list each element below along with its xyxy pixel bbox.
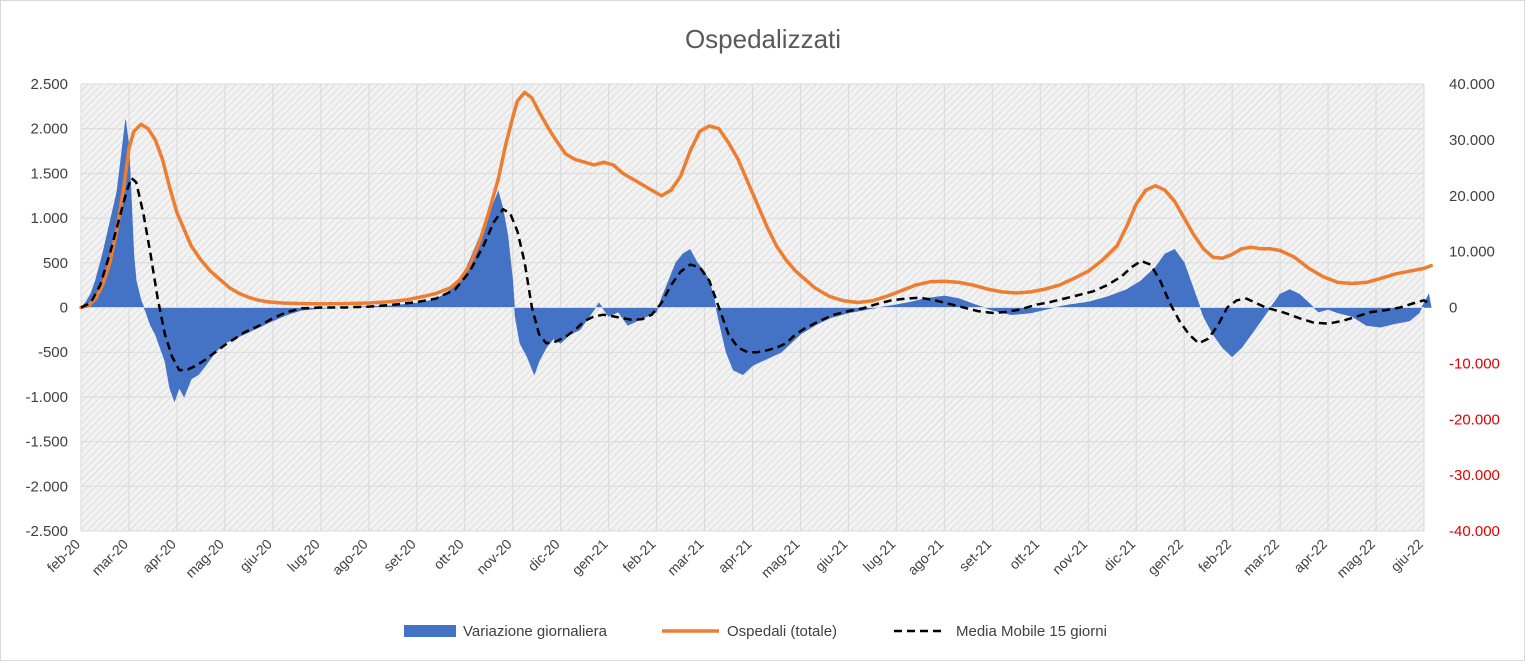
- x-axis-tick-label: feb-21: [619, 536, 659, 576]
- left-axis-tick-label: 1.500: [30, 165, 68, 182]
- x-axis-tick-label: dic-21: [1100, 536, 1138, 574]
- x-axis-tick-label: giu-20: [236, 536, 275, 575]
- x-axis-tick-label: ago-20: [329, 536, 371, 578]
- x-axis-tick-label: feb-20: [44, 536, 84, 576]
- x-axis-tick-label: ago-21: [904, 536, 946, 578]
- x-axis-tick-label: nov-21: [1049, 536, 1091, 578]
- x-axis-tick-label: apr-20: [139, 536, 179, 576]
- legend-label-media: Media Mobile 15 giorni: [956, 623, 1107, 640]
- left-axis-tick-label: 2.000: [30, 121, 68, 138]
- x-axis-tick-label: gen-21: [569, 536, 611, 578]
- x-axis-tick-label: apr-21: [715, 536, 755, 576]
- x-axis-tick-label: mag-22: [1333, 536, 1378, 581]
- right-axis-tick-label: 40.000: [1449, 76, 1495, 93]
- right-axis-tick-label: -30.000: [1449, 467, 1500, 484]
- left-axis-tick-label: -500: [38, 344, 68, 361]
- x-axis-tick-label: giu-22: [1387, 536, 1426, 575]
- left-axis-tick-label: 0: [60, 300, 68, 317]
- legend-label-variazione: Variazione giornaliera: [463, 623, 608, 640]
- left-axis-tick-label: -1.500: [25, 434, 68, 451]
- x-axis-tick-label: mar-21: [664, 536, 707, 579]
- hospital-total-series: [79, 90, 1433, 310]
- x-axis-ticks: feb-20 mar-20 apr-20 mag-20 giu-20 lug-20 ago-…: [44, 536, 1427, 581]
- left-axis-tick-label: -2.000: [25, 478, 68, 495]
- x-axis-tick-label: lug-21: [860, 536, 899, 575]
- x-axis-tick-label: lug-20: [284, 536, 323, 575]
- legend-swatch-bars: [404, 625, 456, 637]
- right-axis-tick-label: -40.000: [1449, 523, 1500, 540]
- right-axis-tick-label: 0: [1449, 300, 1457, 317]
- x-axis-tick-label: mag-21: [758, 536, 803, 581]
- x-axis-tick-label: feb-22: [1195, 536, 1235, 576]
- right-axis-tick-label: -20.000: [1449, 411, 1500, 428]
- right-axis-tick-label: 10.000: [1449, 244, 1495, 261]
- left-axis-tick-label: 500: [43, 255, 68, 272]
- legend: Variazione giornaliera Ospedali (totale)…: [404, 623, 1107, 640]
- x-axis-tick-label: mar-20: [88, 536, 131, 579]
- x-axis-tick-label: dic-20: [524, 536, 562, 574]
- daily-variation-series: [80, 119, 1432, 403]
- legend-label-ospedali: Ospedali (totale): [727, 623, 837, 640]
- x-axis-tick-label: mar-22: [1240, 536, 1283, 579]
- x-axis-tick-label: gen-22: [1144, 536, 1186, 578]
- legend-item-media: Media Mobile 15 giorni: [894, 623, 1107, 640]
- left-axis-tick-label: -1.000: [25, 389, 68, 406]
- legend-item-variazione: Variazione giornaliera: [404, 623, 608, 640]
- left-axis-tick-label: -2.500: [25, 523, 68, 540]
- x-axis-tick-label: mag-20: [182, 536, 227, 581]
- right-axis-ticks: 40.000 30.000 20.000 10.000 0 -10.000 -20.000 -…: [1449, 76, 1500, 540]
- right-axis-tick-label: -10.000: [1449, 355, 1500, 372]
- daily-variation-area: [80, 119, 1432, 403]
- chart-title: Ospedalizzati: [685, 24, 841, 54]
- x-axis-tick-label: set-20: [380, 536, 419, 575]
- left-axis-ticks: 2.500 2.000 1.500 1.000 500 0 -500 -1.000 -1.500…: [25, 76, 68, 540]
- x-axis-tick-label: set-21: [956, 536, 995, 575]
- moving-average-series: [80, 176, 1430, 372]
- x-axis-tick-label: apr-22: [1290, 536, 1330, 576]
- series-lines: [79, 90, 1433, 372]
- left-axis-tick-label: 1.000: [30, 210, 68, 227]
- x-axis-tick-label: ott-21: [1006, 536, 1043, 573]
- x-axis-tick-label: ott-20: [430, 536, 467, 573]
- right-axis-tick-label: 30.000: [1449, 132, 1495, 149]
- x-axis-tick-label: giu-21: [812, 536, 851, 575]
- legend-item-ospedali: Ospedali (totale): [662, 623, 837, 640]
- left-axis-tick-label: 2.500: [30, 76, 68, 93]
- x-axis-tick-label: nov-20: [473, 536, 515, 578]
- right-axis-tick-label: 20.000: [1449, 188, 1495, 205]
